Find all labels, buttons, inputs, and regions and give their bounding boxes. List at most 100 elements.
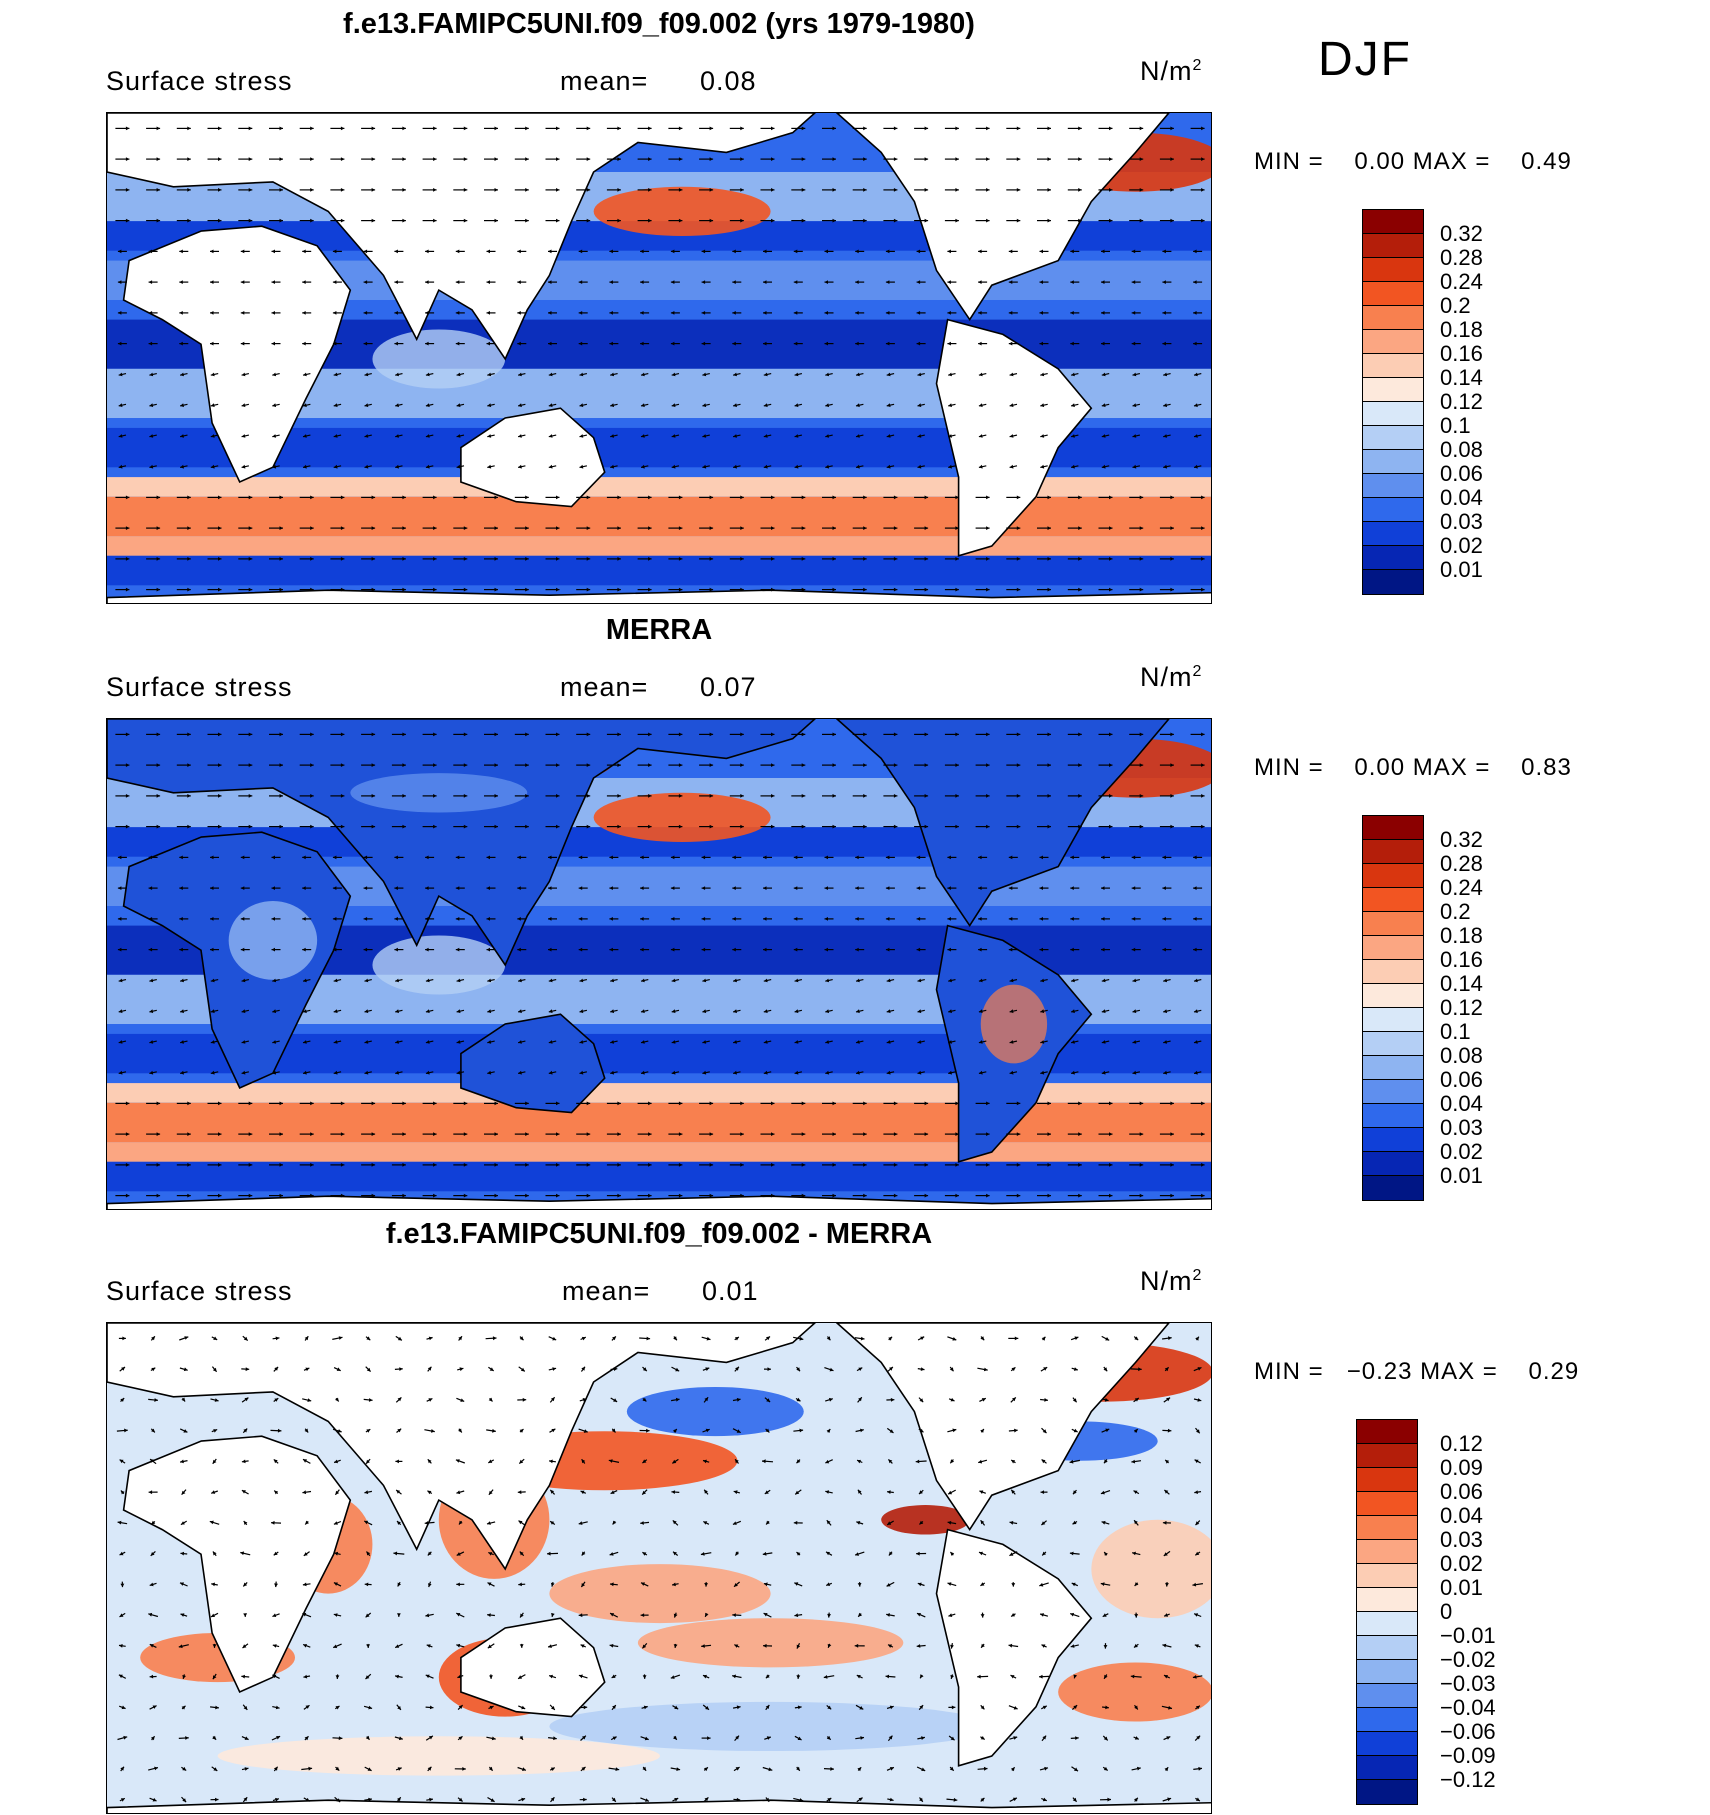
colorbar-tick-label: 0.18 [1440,923,1483,948]
colorbar-swatch [1357,1660,1417,1684]
colorbar-swatch [1363,912,1423,936]
panel-title: MERRA [605,614,713,646]
colorbar-tick-label: 0.02 [1440,533,1483,558]
stress-map [106,718,1212,1210]
min-max-readout: MIN = 0.00 MAX = 0.49 [1254,148,1572,175]
colorbar-tick-label: −0.01 [1440,1623,1496,1648]
colorbar-swatch [1363,570,1423,594]
colorbar-tick-label: −0.04 [1440,1695,1496,1720]
mean-label: mean= [560,66,649,96]
colorbar-tick-label: 0 [1440,1599,1453,1624]
colorbar-swatch [1363,1128,1423,1152]
colorbar-swatch [1363,888,1423,912]
colorbar-tick-label: 0.12 [1440,995,1483,1020]
colorbar-swatch [1357,1420,1417,1444]
colorbar-tick-label: 0.24 [1440,269,1483,294]
colorbar-swatch [1363,354,1423,378]
colorbar-swatch [1357,1732,1417,1756]
colorbar-tick-label: 0.06 [1440,461,1483,486]
colorbar-swatch [1363,282,1423,306]
colorbar-swatch [1357,1564,1417,1588]
colorbar-swatch [1357,1612,1417,1636]
colorbar-tick-label: −0.12 [1440,1767,1496,1792]
colorbar-swatch [1363,546,1423,570]
mean-label: mean= [562,1276,651,1306]
colorbar-tick-label: 0.2 [1440,899,1471,924]
mean-label: mean= [560,672,649,702]
colorbar [1362,815,1424,1201]
variable-label: Surface stress [106,1276,293,1306]
colorbar-tick-label: −0.06 [1440,1719,1496,1744]
colorbar-tick-label: 0.01 [1440,557,1483,582]
colorbar-swatch [1357,1780,1417,1804]
panel-merra: MERRA Surface stress mean= 0.07 N/m2 MIN… [0,606,1710,1211]
colorbar [1356,1419,1418,1805]
wind-vector-arrows [115,126,1205,592]
colorbar-swatch [1363,498,1423,522]
mean-value: 0.07 [700,672,757,702]
colorbar-swatch [1357,1684,1417,1708]
colorbar-tick-label: 0.02 [1440,1551,1483,1576]
colorbar [1362,209,1424,595]
season-label: DJF [1318,33,1412,86]
colorbar-swatch [1363,474,1423,498]
colorbar-tick-label: −0.02 [1440,1647,1496,1672]
colorbar-swatch [1363,816,1423,840]
colorbar-swatch [1363,1056,1423,1080]
colorbar-swatch [1363,1080,1423,1104]
stress-map [106,112,1212,604]
colorbar-tick-label: 0.12 [1440,389,1483,414]
colorbar-tick-label: 0.28 [1440,851,1483,876]
colorbar-swatch [1363,1032,1423,1056]
colorbar-swatch [1363,306,1423,330]
colorbar-tick-label: 0.01 [1440,1163,1483,1188]
mean-value: 0.01 [702,1276,759,1306]
colorbar-swatch [1363,450,1423,474]
colorbar-swatch [1363,840,1423,864]
colorbar-swatch [1357,1588,1417,1612]
colorbar-tick-label: 0.01 [1440,1575,1483,1600]
colorbar-swatch [1363,1152,1423,1176]
min-max-readout: MIN = −0.23 MAX = 0.29 [1254,1358,1580,1385]
colorbar-tick-label: 0.03 [1440,509,1483,534]
colorbar-swatch [1363,522,1423,546]
colorbar-swatch [1357,1516,1417,1540]
colorbar-tick-label: 0.06 [1440,1479,1483,1504]
colorbar-swatch [1357,1756,1417,1780]
colorbar-swatch [1363,330,1423,354]
colorbar-tick-label: 0.08 [1440,437,1483,462]
panel-title: f.e13.FAMIPC5UNI.f09_f09.002 - MERRA [385,1218,933,1250]
colorbar-tick-label: 0.18 [1440,317,1483,342]
colorbar-tick-label: 0.1 [1440,1019,1471,1044]
colorbar-tick-label: 0.12 [1440,1431,1483,1456]
colorbar-tick-label: 0.32 [1440,221,1483,246]
colorbar-swatch [1363,1176,1423,1200]
panel-title: f.e13.FAMIPC5UNI.f09_f09.002 (yrs 1979-1… [343,8,975,40]
colorbar-tick-label: 0.08 [1440,1043,1483,1068]
colorbar-swatch [1363,426,1423,450]
colorbar-swatch [1363,960,1423,984]
colorbar-swatch [1363,984,1423,1008]
stress-map [106,1322,1212,1814]
colorbar-tick-label: 0.16 [1440,341,1483,366]
wind-vector-arrows [116,1335,1203,1803]
colorbar-swatch [1357,1444,1417,1468]
colorbar-tick-label: 0.16 [1440,947,1483,972]
colorbar-tick-label: 0.24 [1440,875,1483,900]
colorbar-swatch [1363,378,1423,402]
colorbar-swatch [1363,402,1423,426]
colorbar-tick-label: 0.04 [1440,485,1483,510]
colorbar-tick-label: −0.03 [1440,1671,1496,1696]
colorbar-tick-label: 0.2 [1440,293,1471,318]
colorbar-swatch [1357,1708,1417,1732]
units-label: N/m2 [1140,56,1203,86]
colorbar-tick-label: 0.09 [1440,1455,1483,1480]
colorbar-swatch [1357,1636,1417,1660]
colorbar-tick-label: 0.04 [1440,1503,1483,1528]
panel-model: f.e13.FAMIPC5UNI.f09_f09.002 (yrs 1979-1… [0,0,1710,605]
colorbar-swatch [1357,1492,1417,1516]
mean-value: 0.08 [700,66,757,96]
wind-vector-arrows [115,732,1205,1198]
colorbar-tick-label: 0.06 [1440,1067,1483,1092]
variable-label: Surface stress [106,672,293,702]
